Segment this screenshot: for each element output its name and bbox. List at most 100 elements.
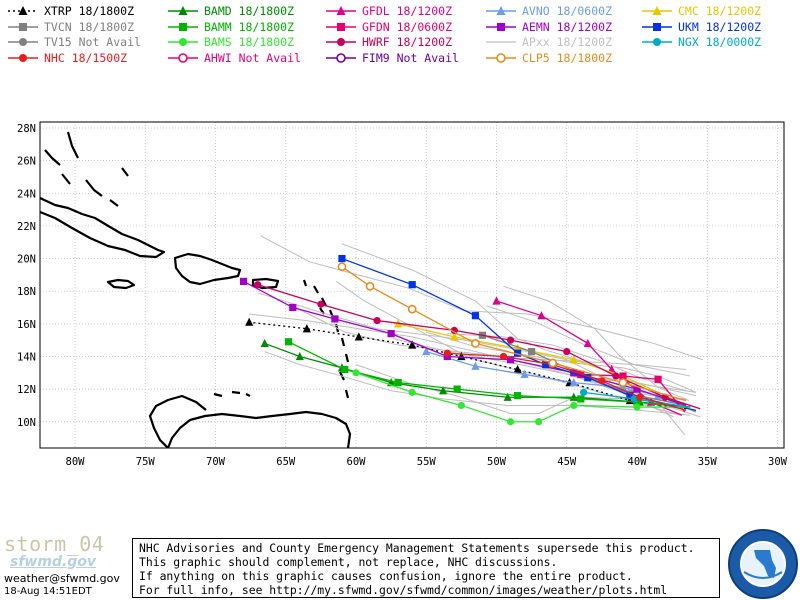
colombia-coast	[148, 394, 207, 448]
contact-email: weather@sfwmd.gov	[4, 572, 120, 585]
legend-marker	[653, 22, 661, 31]
track-point	[520, 369, 529, 379]
track-point	[513, 349, 522, 357]
legend-marker	[19, 53, 27, 62]
lon-tick-label: 30W	[768, 456, 788, 468]
legend-swatch-icon	[8, 53, 38, 62]
legend-swatch-icon	[486, 6, 516, 15]
track-point	[260, 338, 269, 348]
track-point	[352, 369, 360, 377]
model-tracks	[240, 254, 701, 426]
plot-frame	[39, 121, 785, 449]
puerto-rico-coast	[251, 277, 280, 290]
track-point	[633, 403, 641, 411]
legend-label: GFDL 18/1200Z	[362, 4, 453, 18]
lon-tick-label: 35W	[698, 456, 718, 468]
track-point	[537, 311, 546, 320]
disclaimer-line: For full info, see http://my.sfwmd.gov/s…	[139, 583, 668, 597]
track-point	[626, 392, 634, 400]
legend-marker	[19, 38, 27, 46]
lon-tick-label: 50W	[487, 456, 507, 468]
track-point	[598, 377, 606, 385]
track-line	[341, 257, 697, 411]
track-bams	[352, 369, 687, 426]
legend-label: XTRP 18/1800Z	[44, 4, 135, 18]
coastlines	[40, 131, 352, 448]
track-point	[471, 361, 480, 370]
track-point	[317, 300, 325, 308]
ensemble-track	[260, 235, 704, 361]
legend-marker	[179, 22, 187, 31]
track-point	[619, 372, 627, 380]
legend-swatch-icon	[326, 22, 356, 31]
track-point	[548, 358, 558, 368]
track-point	[633, 385, 641, 393]
legend-swatch-icon	[8, 22, 38, 31]
lesser-antilles-coast	[302, 279, 350, 399]
track-point	[453, 385, 461, 393]
lon-tick-label: 80W	[66, 456, 86, 468]
lat-tick-label: 20N	[17, 254, 36, 266]
track-point	[570, 401, 578, 410]
track-point	[302, 324, 311, 333]
lon-tick-label: 70W	[206, 456, 226, 468]
track-point	[528, 347, 536, 356]
legend-label: CLP5 18/1800Z	[522, 50, 613, 65]
lat-tick-label: 16N	[17, 319, 36, 331]
disclaimer-line: NHC Advisories and County Emergency Mana…	[139, 541, 695, 555]
track-point	[492, 296, 501, 305]
track-aemn	[240, 277, 687, 407]
legend-marker	[496, 6, 506, 15]
track-ngx	[580, 388, 690, 408]
track-point	[240, 277, 248, 286]
legend-swatch-icon	[326, 38, 356, 46]
lat-tick-label: 14N	[17, 351, 36, 363]
ensemble-track	[264, 351, 691, 416]
ensemble-track	[447, 333, 687, 392]
track-point	[254, 281, 262, 289]
track-point	[284, 338, 293, 346]
track-point	[295, 351, 304, 361]
track-point	[450, 332, 459, 341]
track-point	[365, 281, 375, 291]
legend-swatch-icon	[168, 52, 198, 63]
lat-tick-label: 26N	[17, 156, 36, 168]
track-point	[457, 351, 466, 361]
track-point	[341, 365, 349, 374]
legend-marker	[19, 22, 27, 31]
legend-swatch-icon	[486, 52, 516, 63]
legend-marker	[178, 52, 188, 63]
track-point	[569, 355, 578, 364]
track-point	[630, 395, 638, 403]
track-clp5	[337, 262, 687, 402]
legend-swatch-icon	[642, 38, 672, 46]
legend-swatch-icon	[642, 22, 672, 31]
track-point	[535, 418, 543, 426]
hispaniola-coast	[173, 252, 242, 286]
track-map: 28N 26N 24N 22N 20N 18N 16N 14N 12N 10N 80W 75W 70W 6…	[17, 121, 788, 468]
bahamas-coast	[44, 131, 129, 207]
track-point	[443, 349, 451, 357]
track-point	[569, 377, 578, 387]
track-line	[398, 323, 680, 403]
legend-label: APxx 18/1200Z	[522, 35, 613, 49]
lat-tick-label: 12N	[17, 384, 36, 396]
water-district-seal-icon	[728, 529, 798, 599]
legend-label: NHC 18/1500Z	[44, 50, 128, 65]
track-point	[503, 392, 512, 401]
ensemble-track	[288, 303, 687, 371]
track-point	[457, 401, 465, 410]
legend-marker	[497, 22, 505, 31]
legend-marker	[652, 6, 662, 15]
jamaica-coast	[106, 278, 136, 290]
track-point	[633, 398, 641, 406]
legend-marker	[337, 38, 345, 46]
lon-tick-label: 65W	[276, 456, 296, 468]
legend-label: FIM9 Not Avail	[362, 50, 459, 65]
legend-label: TV15 Not Avail	[44, 35, 141, 49]
track-point	[394, 378, 402, 387]
legend-swatch-icon	[8, 38, 38, 46]
track-point	[499, 352, 508, 361]
track-point	[289, 303, 297, 312]
map-grid	[40, 122, 784, 448]
